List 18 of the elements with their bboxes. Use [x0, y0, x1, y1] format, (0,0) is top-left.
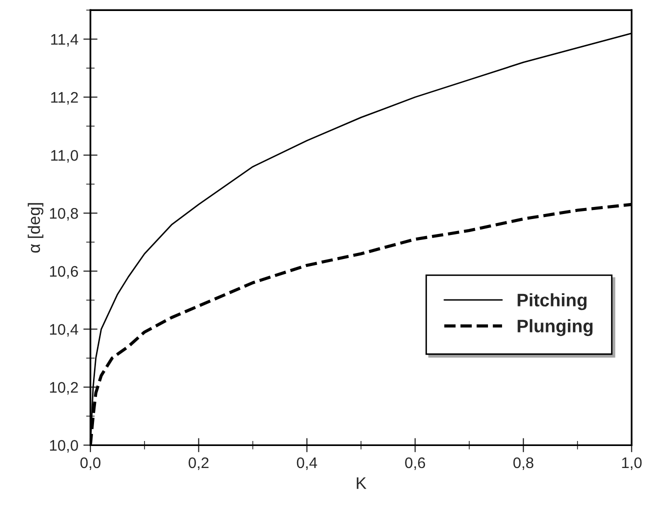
legend-label: Plunging — [518, 319, 593, 336]
x-axis-title: K — [356, 477, 366, 489]
x-tick-label: 0,0 — [80, 457, 100, 470]
y-tick-label: 10,6 — [50, 266, 78, 279]
y-tick-label: 10,0 — [50, 440, 78, 453]
y-tick-label: 11,4 — [51, 34, 78, 47]
x-tick-label: 0,8 — [513, 457, 534, 470]
y-tick-label: 11,2 — [51, 92, 78, 105]
x-tick-label: 0,6 — [405, 457, 426, 470]
legend-label: Pitching — [518, 293, 587, 310]
y-tick-label: 10,4 — [50, 324, 78, 337]
y-tick-label: 10,8 — [50, 208, 78, 221]
x-tick-label: 0,2 — [188, 457, 209, 470]
y-axis-title: α [deg] — [28, 203, 44, 253]
x-tick-label: 0,4 — [296, 457, 318, 470]
y-tick-label: 11,0 — [51, 150, 78, 163]
x-tick-label: 1,0 — [622, 457, 642, 470]
y-tick-label: 10,2 — [50, 382, 78, 395]
